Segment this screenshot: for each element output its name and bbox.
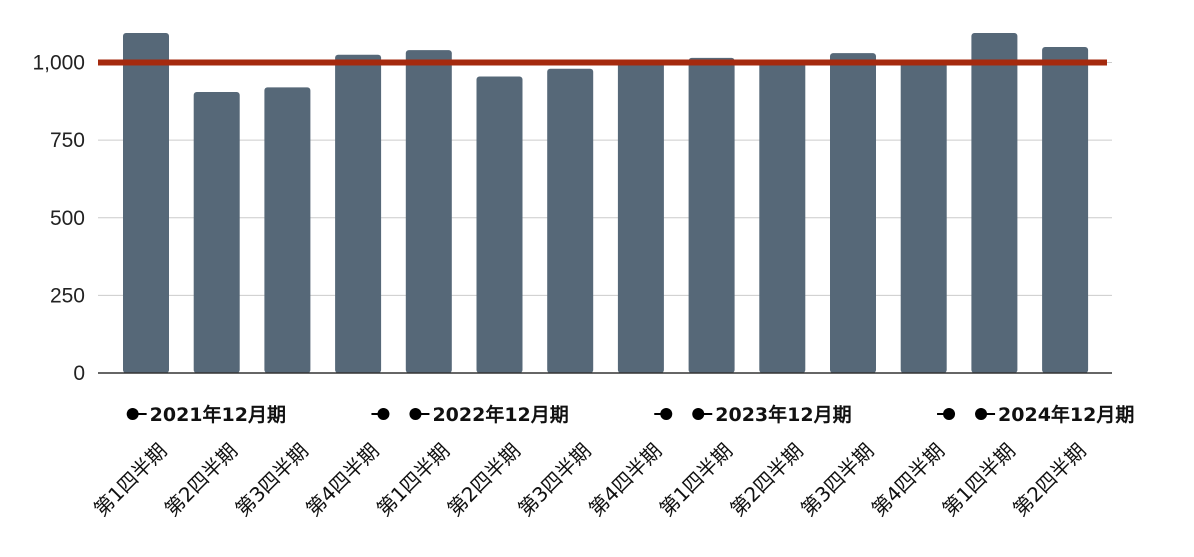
bar bbox=[193, 91, 240, 373]
bar bbox=[971, 33, 1018, 373]
bar bbox=[476, 76, 523, 373]
x-tick-label: 第3四半期 bbox=[796, 439, 879, 522]
group-end-marker bbox=[660, 408, 673, 420]
y-tick-label: 0 bbox=[73, 362, 85, 385]
x-tick-label: 第2四半期 bbox=[1008, 439, 1091, 522]
bar bbox=[900, 62, 947, 373]
group-label: 2024年12月期 bbox=[998, 403, 1134, 426]
x-tick-label: 第2四半期 bbox=[160, 439, 243, 522]
bars bbox=[123, 33, 1089, 374]
x-tick-label: 第1四半期 bbox=[655, 439, 738, 522]
x-axis-tick-labels: 第1四半期第2四半期第3四半期第4四半期第1四半期第2四半期第3四半期第4四半期… bbox=[89, 439, 1091, 522]
x-tick-label: 第2四半期 bbox=[725, 439, 808, 522]
bar bbox=[547, 68, 594, 374]
x-tick-label: 第3四半期 bbox=[513, 439, 596, 522]
bar bbox=[830, 53, 876, 374]
bar bbox=[688, 57, 735, 373]
group-label: 2023年12月期 bbox=[715, 403, 851, 426]
x-tick-label: 第1四半期 bbox=[89, 439, 172, 522]
group-end-marker bbox=[377, 408, 390, 420]
group-label: 2022年12月期 bbox=[432, 403, 568, 426]
fiscal-year-group-labels: 2021年12月期 2022年12月期 2023年12月期 2024年12月期 bbox=[126, 403, 1134, 426]
x-tick-label: 第1四半期 bbox=[937, 439, 1020, 522]
x-tick-label: 第4四半期 bbox=[584, 439, 667, 522]
bar bbox=[1042, 46, 1089, 373]
bar bbox=[264, 87, 311, 373]
bar bbox=[759, 60, 806, 373]
bar bbox=[123, 33, 169, 373]
bar bbox=[335, 54, 382, 374]
y-tick-label: 1,000 bbox=[32, 52, 85, 75]
group-end-marker bbox=[943, 408, 956, 420]
x-tick-label: 第4四半期 bbox=[867, 439, 950, 522]
y-tick-label: 500 bbox=[50, 207, 85, 230]
x-tick-label: 第2四半期 bbox=[442, 439, 525, 522]
y-tick-label: 750 bbox=[50, 129, 85, 152]
y-tick-label: 250 bbox=[50, 284, 85, 307]
bar bbox=[405, 50, 452, 374]
y-axis-tick-labels: 0 250 500 750 1,000 bbox=[32, 52, 85, 386]
gridlines bbox=[98, 62, 1112, 374]
x-tick-label: 第1四半期 bbox=[372, 439, 455, 522]
x-tick-label: 第4四半期 bbox=[301, 439, 384, 522]
x-tick-label: 第3四半期 bbox=[230, 439, 313, 522]
bar bbox=[617, 62, 664, 373]
group-label: 2021年12月期 bbox=[150, 403, 286, 426]
